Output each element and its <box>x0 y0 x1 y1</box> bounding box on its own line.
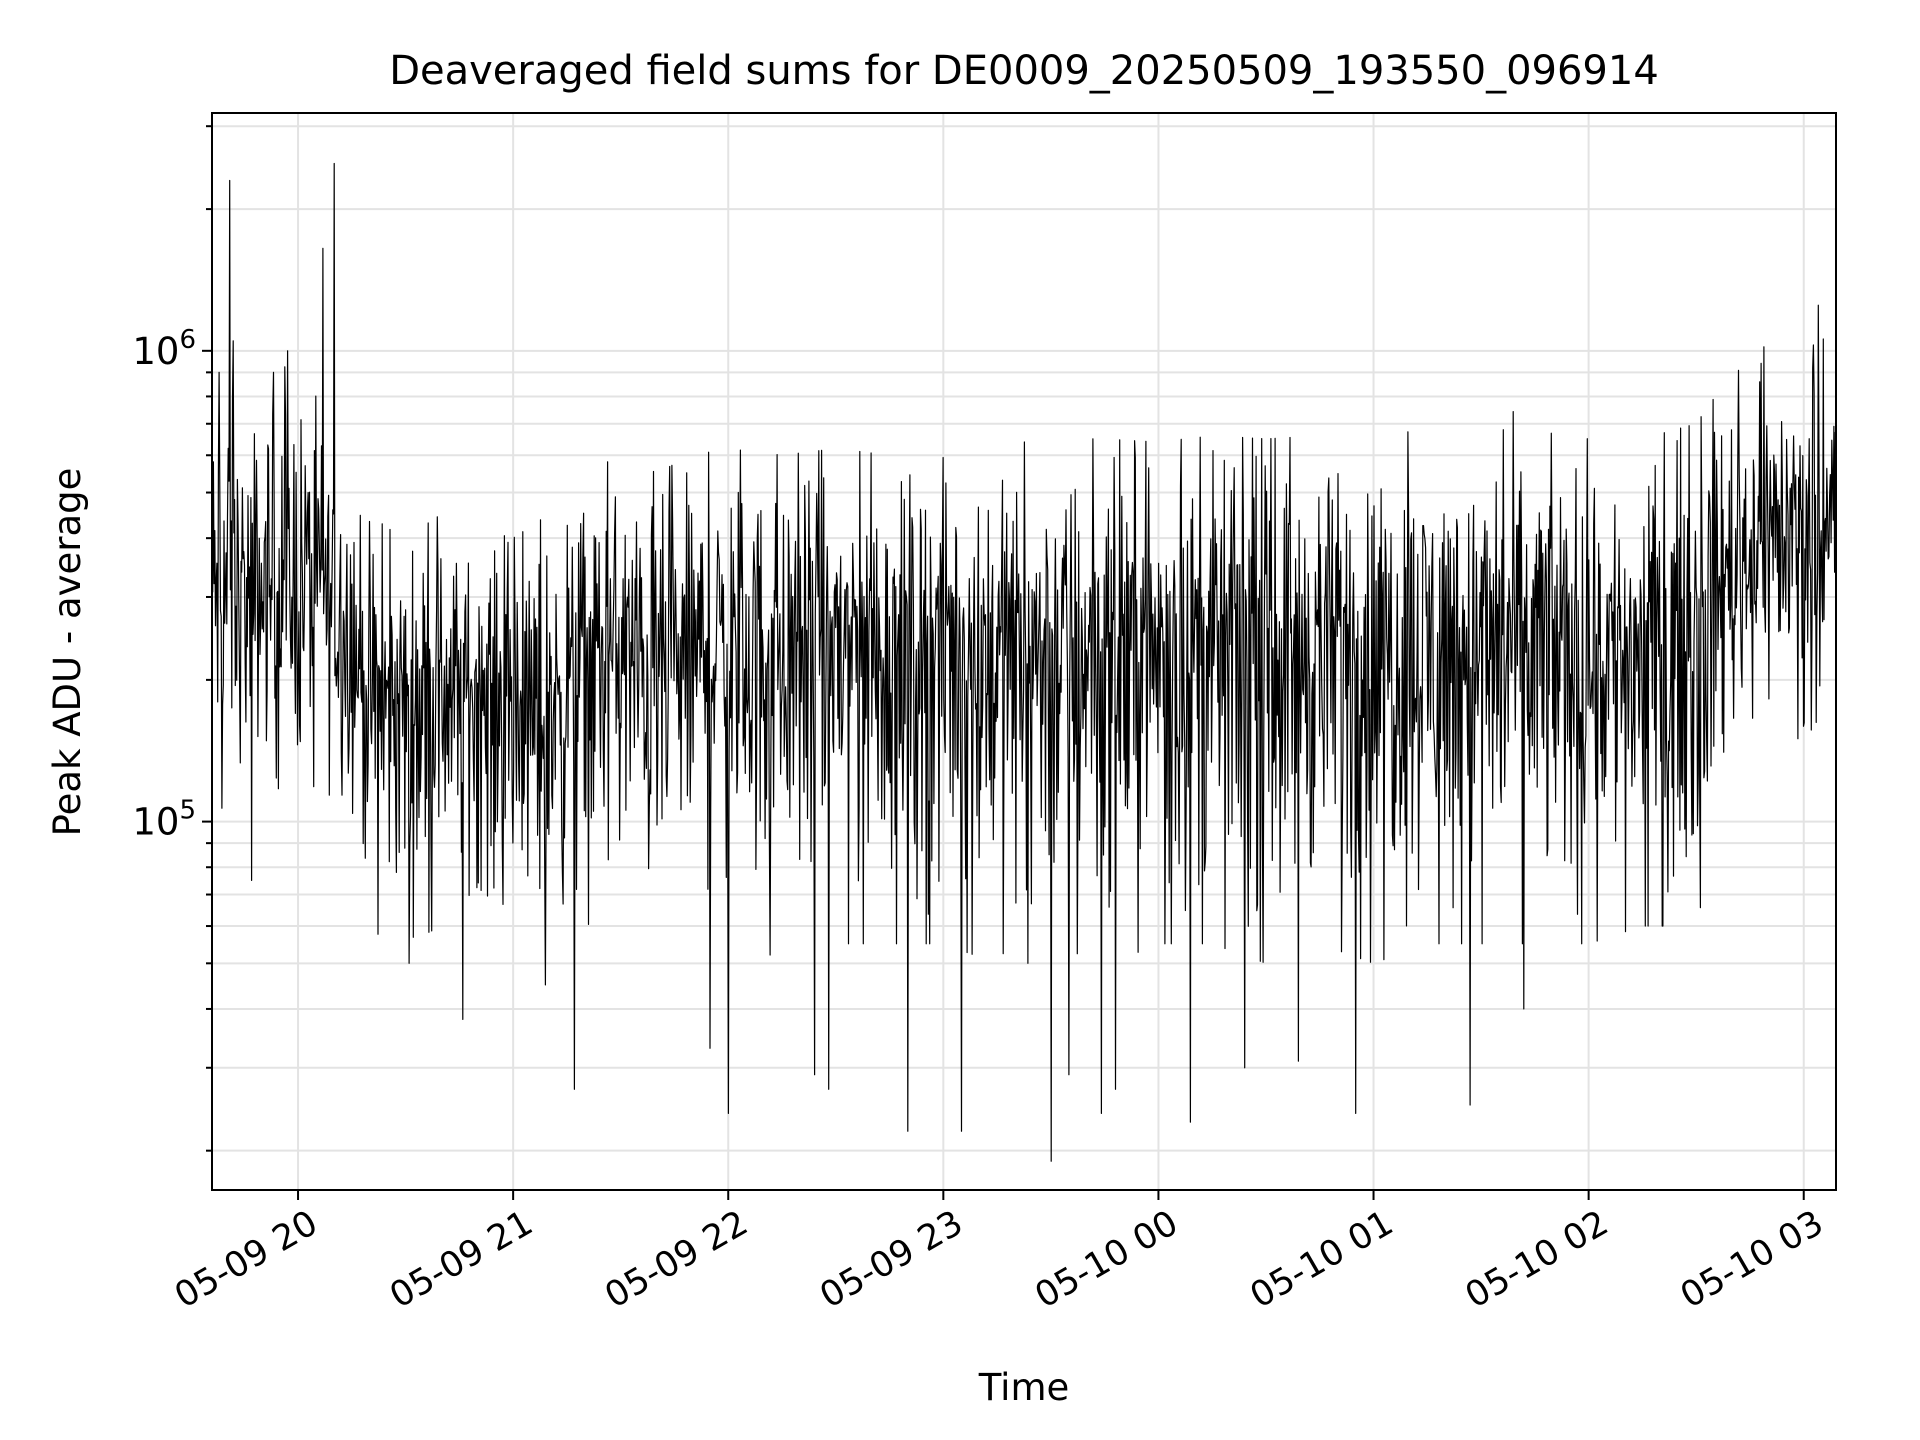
y-axis-label: Peak ADU - average <box>46 468 89 837</box>
chart-title: Deaveraged field sums for DE0009_2025050… <box>389 48 1659 94</box>
plot-frame <box>211 112 1837 1191</box>
y-tick-label: 106 <box>132 325 196 373</box>
series-line <box>211 162 1837 1162</box>
x-axis-label: Time <box>978 1366 1070 1409</box>
y-tick-label: 105 <box>132 796 196 844</box>
data-series-line <box>211 162 1837 1162</box>
